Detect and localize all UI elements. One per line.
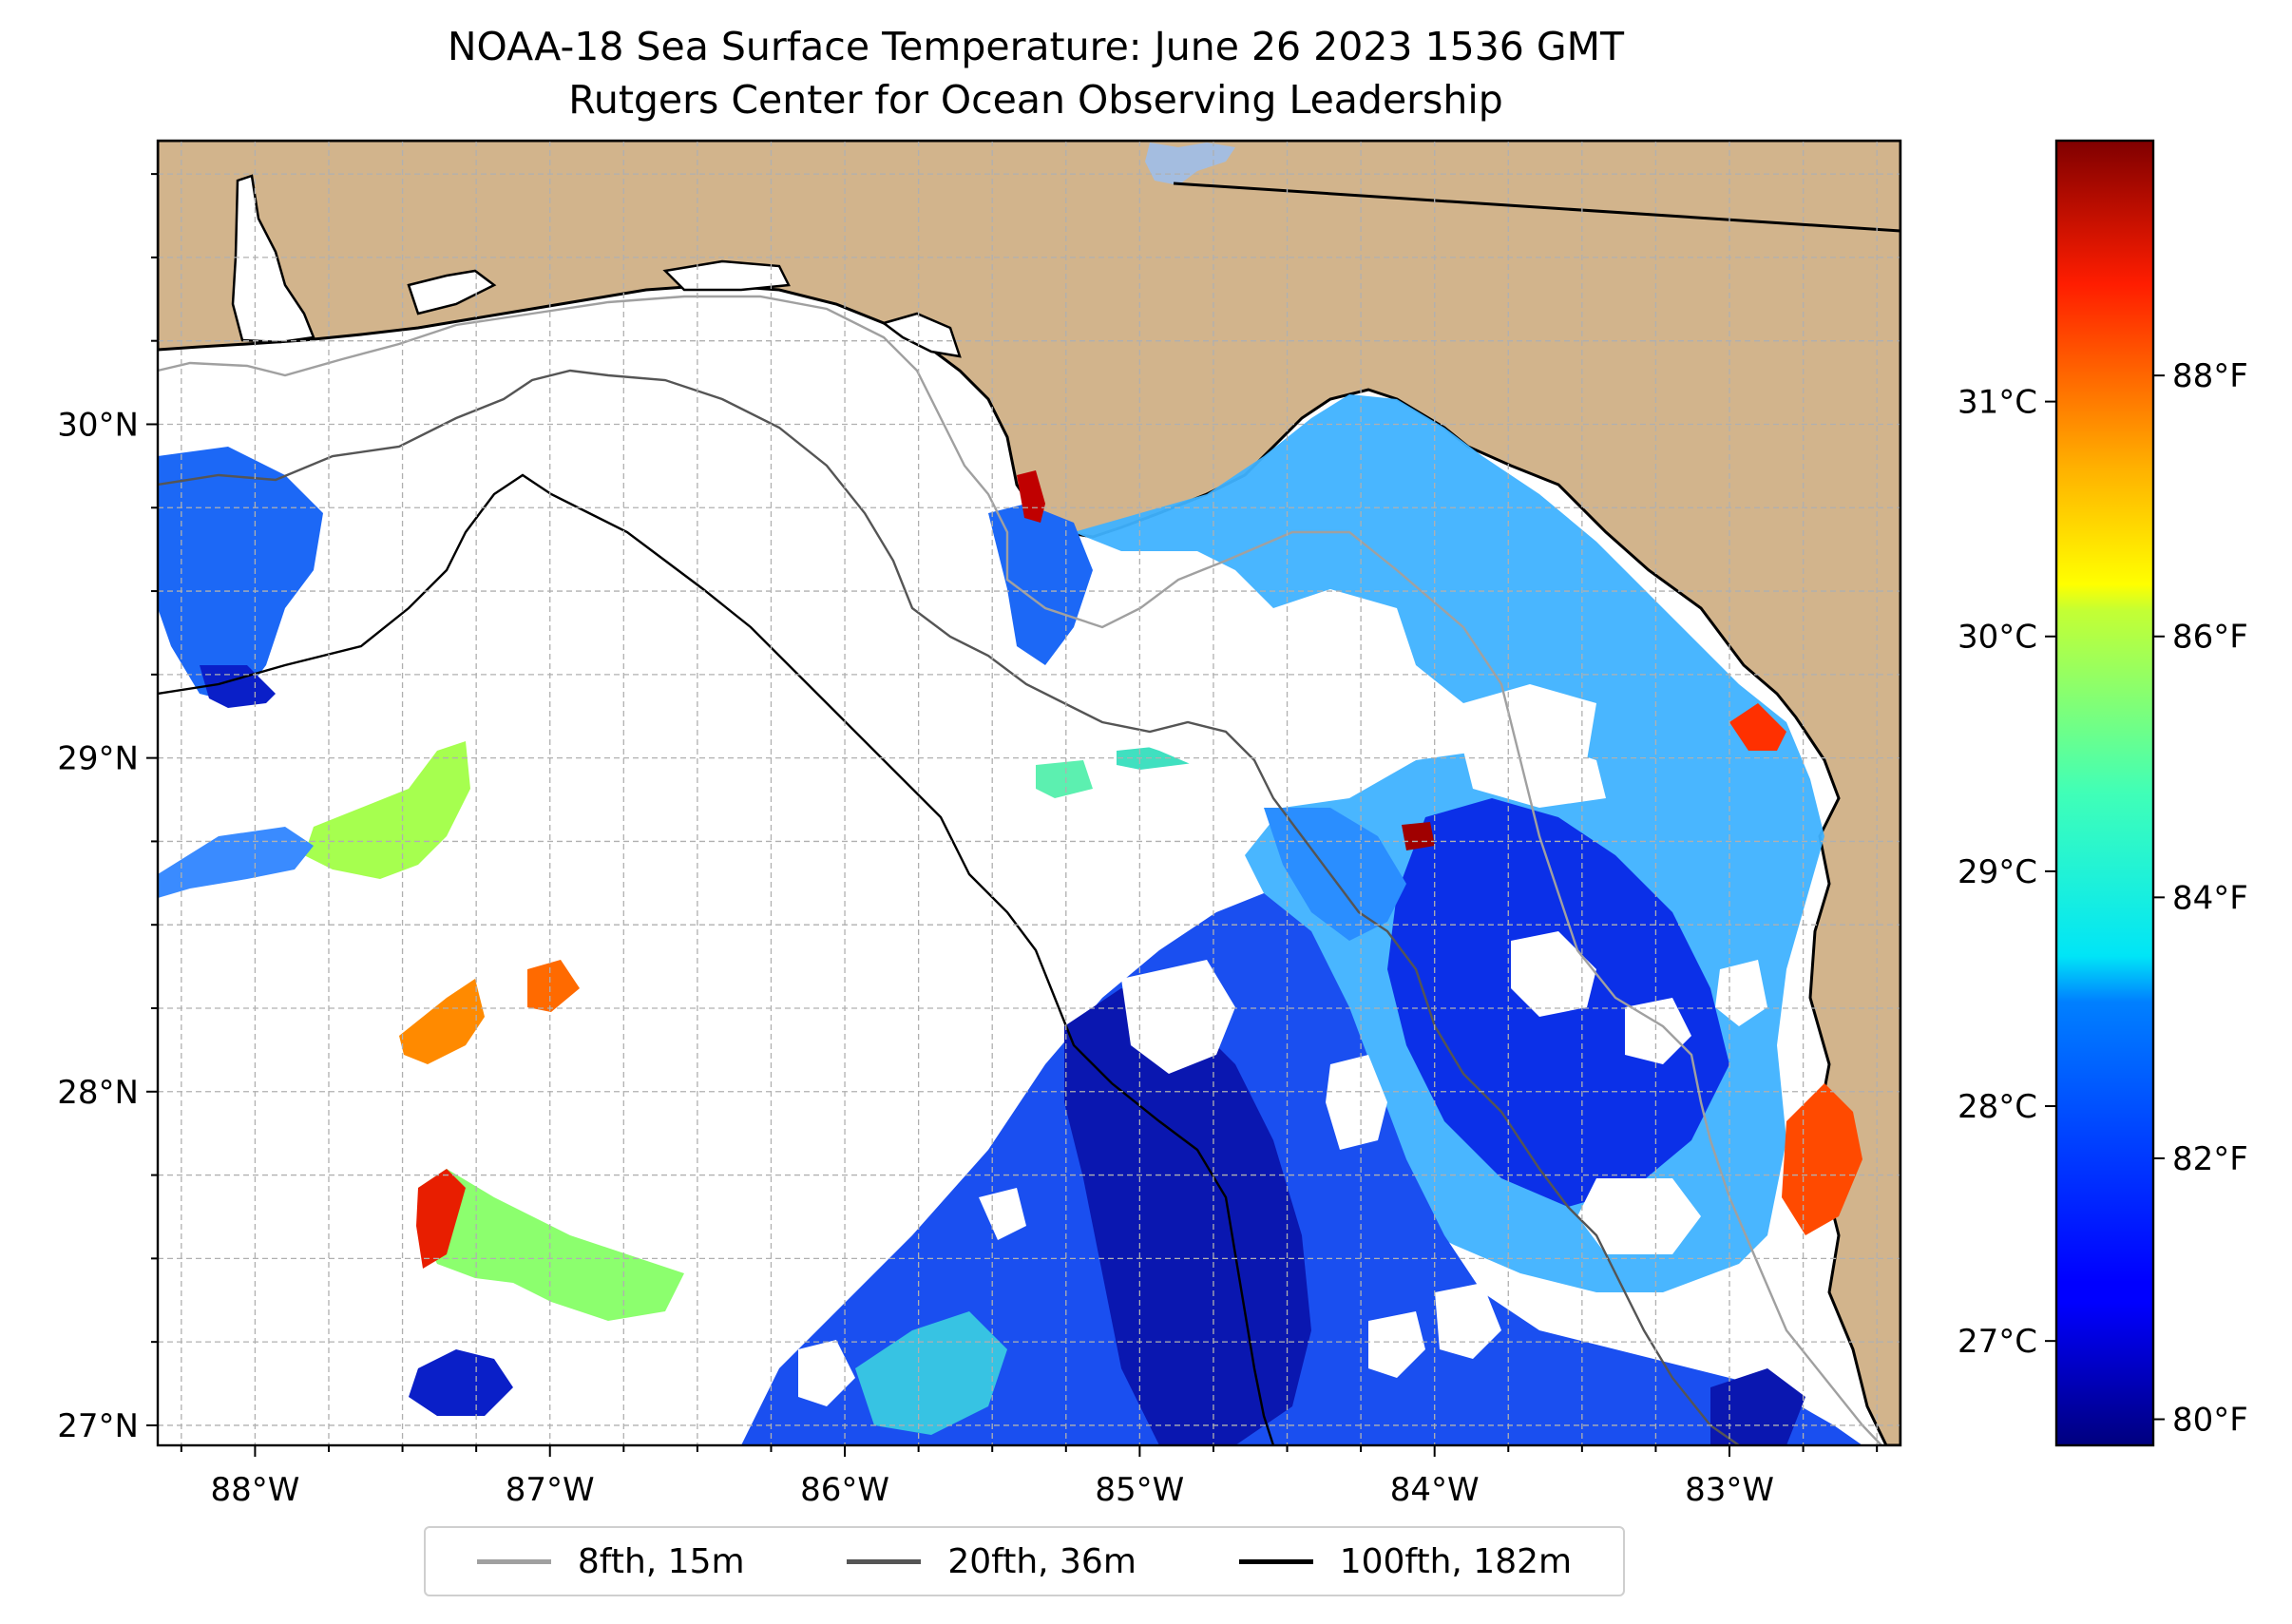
sst-patch — [741, 893, 1862, 1445]
lat-tick-label: 29°N — [57, 740, 139, 778]
lon-tick-label: 84°W — [1390, 1471, 1480, 1509]
sst-patch — [527, 960, 580, 1012]
legend-item-8fth: 8fth, 15m — [476, 1541, 745, 1581]
chart-title: NOAA-18 Sea Surface Temperature: June 26… — [447, 24, 1625, 69]
lat-tick-label: 30°N — [57, 406, 139, 444]
sst-patch — [1064, 988, 1311, 1445]
contour-legend: 8fth, 15m 20fth, 36m 100fth, 182m — [424, 1526, 1625, 1596]
choctawhatchee-bay — [662, 259, 791, 292]
contour-20fth — [158, 369, 1740, 1445]
st-andrews-bay — [881, 312, 962, 358]
sst-patch — [416, 1169, 466, 1269]
sst-patch — [1729, 703, 1786, 751]
colorbar — [2054, 139, 2155, 1447]
sst-patch — [418, 1169, 684, 1321]
sst-patch — [988, 504, 1093, 665]
celsius-tick-label: 31°C — [1958, 384, 2037, 422]
sst-patch — [1036, 760, 1093, 798]
sst-patch — [409, 1349, 513, 1416]
legend-label: 20fth, 36m — [947, 1541, 1136, 1581]
fahrenheit-tick-label: 86°F — [2172, 619, 2248, 657]
map-frame — [156, 139, 1902, 1447]
lat-tick-label: 28°N — [57, 1074, 139, 1112]
legend-label: 8fth, 15m — [577, 1541, 745, 1581]
legend-item-20fth: 20fth, 36m — [847, 1542, 1136, 1581]
fahrenheit-tick-label: 88°F — [2172, 357, 2248, 395]
no-data-gap — [1435, 1283, 1501, 1359]
sst-patch — [304, 741, 470, 879]
chart-subtitle: Rutgers Center for Ocean Observing Leade… — [568, 77, 1503, 123]
lon-tick-label: 85°W — [1095, 1471, 1184, 1509]
lon-tick-label: 86°W — [800, 1471, 889, 1509]
celsius-tick-label: 27°C — [1958, 1323, 2037, 1361]
no-data-gap — [1055, 646, 1425, 798]
no-data-gap — [1511, 931, 1596, 1017]
celsius-tick-label: 30°C — [1958, 619, 2037, 657]
no-data-gap — [1715, 960, 1767, 1026]
legend-item-100fth: 100fth, 182m — [1238, 1541, 1573, 1581]
sst-patch — [1402, 822, 1435, 850]
fahrenheit-tick-label: 82°F — [2172, 1140, 2248, 1178]
sst-patch — [200, 665, 276, 708]
contour-8fth — [158, 295, 1882, 1445]
latitude-axis: 27°N 28°N 29°N 30°N — [57, 173, 158, 1445]
sst-patch — [1782, 1083, 1862, 1235]
longitude-axis: 88°W 87°W 86°W 85°W 84°W 83°W — [180, 1445, 1879, 1509]
contour-100fth — [158, 473, 1275, 1445]
no-data-gap — [1326, 1055, 1387, 1150]
sst-patch — [158, 447, 323, 703]
mobile-bay — [231, 174, 315, 344]
pensacola-bay — [407, 269, 497, 315]
no-data-gaps — [798, 646, 1767, 1406]
legend-label: 100fth, 182m — [1339, 1541, 1573, 1581]
legend-swatch — [476, 1558, 551, 1564]
lon-tick-label: 83°W — [1685, 1471, 1774, 1509]
gridlines — [158, 141, 1900, 1445]
land-area — [158, 141, 1900, 1445]
no-data-gap — [1577, 1178, 1701, 1254]
lat-tick-label: 27°N — [57, 1407, 139, 1445]
no-data-gap — [1007, 941, 1074, 1017]
no-data-gap — [798, 1340, 855, 1406]
fahrenheit-tick-label: 80°F — [2172, 1402, 2248, 1440]
no-data-gap — [1368, 1311, 1425, 1378]
legend-swatch — [847, 1558, 922, 1564]
state-border — [1173, 182, 1900, 233]
lon-tick-label: 88°W — [210, 1471, 299, 1509]
sst-patch — [158, 827, 314, 898]
celsius-tick-label: 29°C — [1958, 853, 2037, 891]
no-data-gap — [1121, 960, 1235, 1074]
sst-patch — [1710, 1368, 1805, 1445]
lon-tick-label: 87°W — [506, 1471, 595, 1509]
no-data-gap — [979, 1188, 1026, 1240]
fahrenheit-tick-label: 84°F — [2172, 879, 2248, 917]
sst-patch — [399, 979, 485, 1064]
colorbar-fahrenheit-axis: 80°F 82°F 84°F 86°F 88°F — [2153, 357, 2248, 1440]
legend-swatch — [1238, 1558, 1313, 1564]
colorbar-celsius-axis: 27°C 28°C 29°C 30°C 31°C — [1958, 384, 2056, 1361]
sst-patch — [1017, 470, 1045, 523]
celsius-tick-label: 28°C — [1958, 1088, 2037, 1126]
sst-data-layer — [158, 394, 1862, 1445]
